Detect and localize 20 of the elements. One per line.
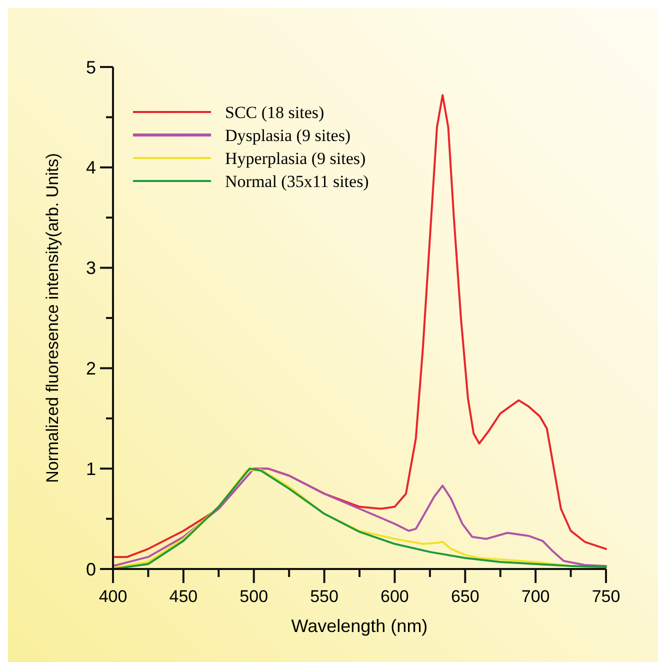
y-axis-title: Normalized fluoresence intensity(arb. Units) (43, 153, 62, 483)
y-tick-label: 4 (86, 158, 96, 178)
y-tick-label: 0 (86, 559, 96, 580)
y-tick-label: 1 (86, 458, 96, 479)
legend-label: SCC (18 sites) (225, 102, 324, 122)
legend-label: Normal (35x11 sites) (225, 172, 369, 191)
y-tick-label: 2 (86, 358, 96, 378)
y-tick-label: 3 (86, 258, 96, 278)
x-tick-label: 700 (521, 587, 550, 606)
x-axis-title: Wavelength (nm) (291, 616, 428, 636)
legend-label: Dysplasia (9 sites) (225, 126, 351, 145)
legend-label: Hyperplasia (9 sites) (225, 148, 366, 168)
x-tick-label: 750 (592, 587, 620, 606)
x-tick-label: 650 (450, 587, 480, 606)
x-tick-label: 500 (240, 587, 268, 606)
x-tick-label: 450 (169, 587, 198, 606)
x-tick-label: 550 (310, 587, 338, 606)
y-tick-label: 5 (86, 57, 96, 78)
x-tick-label: 600 (380, 587, 409, 606)
x-tick-label: 400 (98, 587, 128, 606)
